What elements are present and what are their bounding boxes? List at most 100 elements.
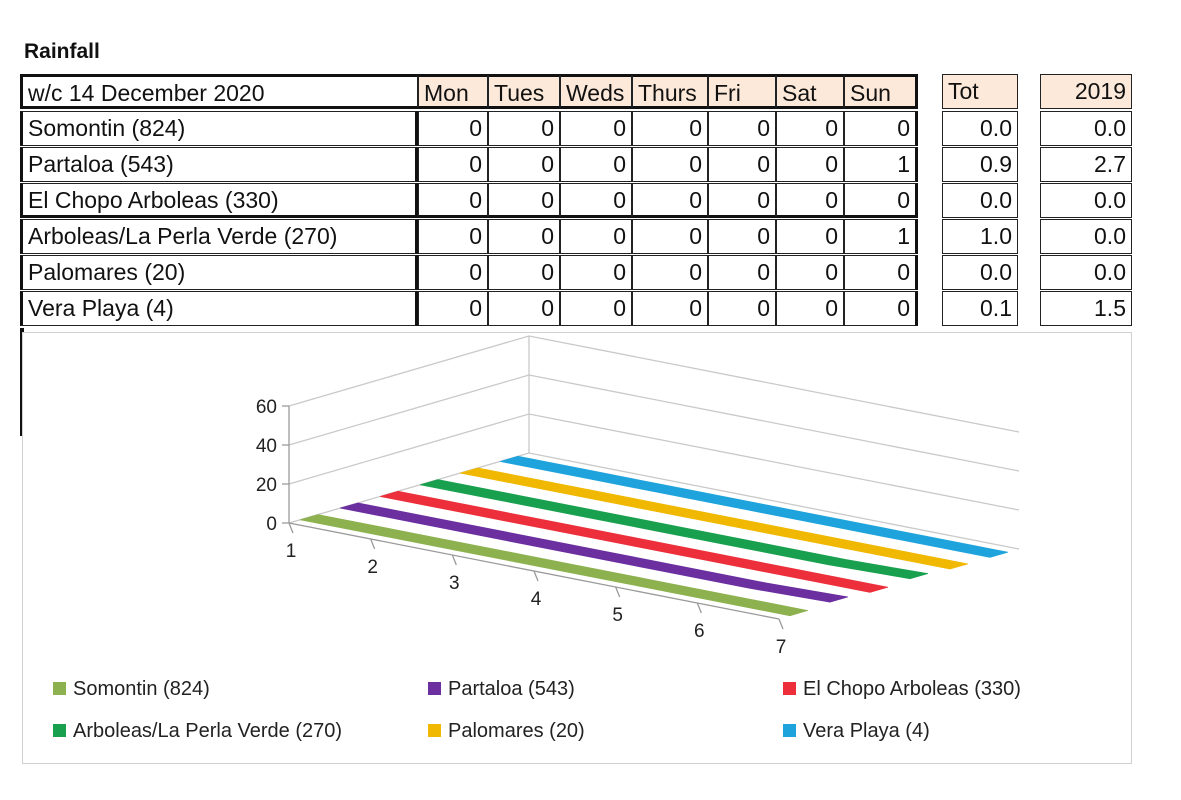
day-value: 0 (776, 183, 844, 218)
day-value: 0 (560, 147, 632, 182)
day-value: 0 (560, 291, 632, 326)
day-value: 0 (632, 147, 708, 182)
day-value: 0 (560, 219, 632, 254)
prev-year-value: 1.5 (1040, 291, 1132, 326)
header-day: Thurs (632, 74, 708, 109)
series-ribbon (499, 455, 1009, 558)
series-ribbon (459, 467, 969, 570)
day-value: 0 (560, 183, 632, 218)
x-tick-label: 5 (612, 605, 623, 626)
prev-year-value: 0.0 (1040, 255, 1132, 290)
day-value: 0 (708, 183, 776, 218)
day-value: 0 (418, 183, 488, 218)
day-value: 0 (708, 111, 776, 146)
day-value: 0 (776, 291, 844, 326)
total-value: 0.0 (942, 255, 1018, 290)
total-value: 0.0 (942, 183, 1018, 218)
day-value: 0 (708, 219, 776, 254)
day-value: 0 (632, 183, 708, 218)
legend-item: Vera Playa (4) (803, 720, 930, 742)
x-axis: 1 2 3 4 5 6 7 (286, 522, 787, 658)
chart-canvas: 0 20 40 60 1 2 3 4 5 6 7 Somontin (824) Partaloa (… (53, 335, 1021, 742)
prev-year-value: 0.0 (1040, 219, 1132, 254)
series-ribbon (419, 479, 929, 580)
prev-year-value: 0.0 (1040, 111, 1132, 146)
rainfall-chart: 0 20 40 60 1 2 3 4 5 6 7 Somontin (824) Partaloa (… (22, 332, 1132, 764)
header-day: Sun (844, 74, 918, 109)
y-axis: 0 20 40 60 (256, 397, 290, 535)
prev-year-value: 0.0 (1040, 183, 1132, 218)
x-tick-label: 1 (286, 541, 297, 562)
day-value: 0 (418, 147, 488, 182)
x-tick-label: 6 (694, 621, 705, 642)
x-tick (451, 554, 457, 566)
day-value: 0 (844, 111, 918, 146)
day-value: 0 (844, 291, 918, 326)
day-value: 0 (488, 183, 560, 218)
station-name: Arboleas/La Perla Verde (270) (20, 219, 418, 254)
y-tick-label: 40 (256, 436, 277, 457)
day-value: 0 (776, 255, 844, 290)
day-value: 0 (418, 291, 488, 326)
series-ribbons (299, 455, 1009, 617)
header-total: Tot (942, 74, 1018, 109)
legend-swatch (783, 682, 796, 695)
header-day: Tues (488, 74, 560, 109)
day-value: 1 (844, 219, 918, 254)
day-value: 0 (632, 255, 708, 290)
day-value: 0 (560, 255, 632, 290)
total-value: 0.0 (942, 111, 1018, 146)
legend-item: Palomares (20) (448, 720, 585, 742)
legend-swatch (428, 682, 441, 695)
day-value: 1 (844, 147, 918, 182)
day-value: 0 (844, 255, 918, 290)
legend-swatch (53, 682, 66, 695)
day-value: 0 (632, 291, 708, 326)
x-tick-label: 2 (367, 557, 378, 578)
gridline (288, 335, 1020, 433)
legend-swatch (783, 724, 796, 737)
station-name: Somontin (824) (20, 111, 418, 146)
day-value: 0 (418, 111, 488, 146)
day-value: 0 (488, 219, 560, 254)
day-value: 0 (560, 111, 632, 146)
day-value: 0 (776, 219, 844, 254)
day-value: 0 (418, 255, 488, 290)
x-tick-label: 3 (449, 573, 460, 594)
x-tick (696, 602, 702, 614)
header-day: Fri (708, 74, 776, 109)
x-tick (615, 586, 621, 598)
chart-walls (288, 335, 1020, 550)
total-value: 0.1 (942, 291, 1018, 326)
day-value: 0 (776, 147, 844, 182)
chart-legend: Somontin (824) Partaloa (543) El Chopo Arb… (53, 678, 1021, 742)
day-value: 0 (488, 291, 560, 326)
day-value: 0 (488, 147, 560, 182)
y-tick-label: 60 (256, 397, 277, 418)
x-tick (533, 570, 539, 582)
day-value: 0 (708, 147, 776, 182)
day-value: 0 (844, 183, 918, 218)
x-tick (778, 618, 784, 630)
header-day: Weds (560, 74, 632, 109)
header-2019: 2019 (1040, 74, 1132, 109)
day-value: 0 (418, 219, 488, 254)
total-value: 1.0 (942, 219, 1018, 254)
x-tick-label: 7 (776, 637, 787, 658)
header-day: Sat (776, 74, 844, 109)
station-name: El Chopo Arboleas (330) (20, 183, 418, 218)
x-tick (370, 538, 376, 550)
series-ribbon (299, 514, 809, 617)
page-title: Rainfall (24, 40, 100, 63)
legend-item: El Chopo Arboleas (330) (803, 678, 1021, 700)
x-tick (288, 522, 294, 534)
station-name: Palomares (20) (20, 255, 418, 290)
day-value: 0 (488, 111, 560, 146)
legend-swatch (428, 724, 441, 737)
station-name: Partaloa (543) (20, 147, 418, 182)
week-label: w/c 14 December 2020 (20, 74, 418, 109)
total-value: 0.9 (942, 147, 1018, 182)
y-tick-label: 20 (256, 475, 277, 496)
y-tick-label: 0 (266, 514, 277, 535)
day-value: 0 (488, 255, 560, 290)
